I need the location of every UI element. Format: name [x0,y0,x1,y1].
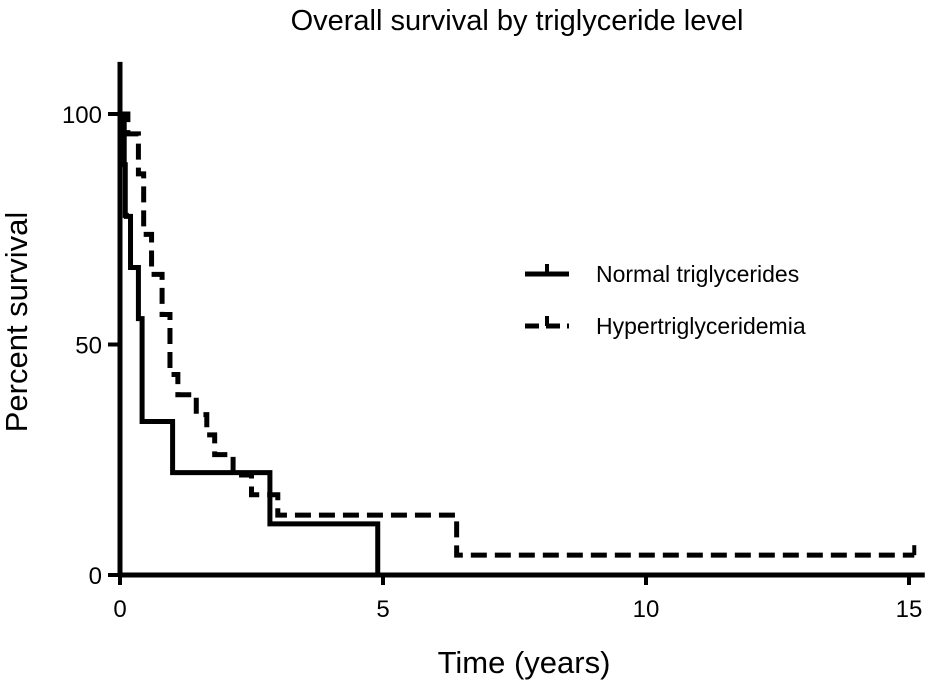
x-tick-label: 0 [113,596,126,623]
y-tick-label: 50 [75,333,102,360]
legend-label-normal: Normal triglycerides [596,261,799,287]
y-axis-title: Percent survival [0,212,34,433]
x-tick-label: 10 [633,596,660,623]
survival-curves [120,111,917,575]
legend-item-hyper: Hypertriglyceridemia [525,313,806,339]
legend-item-normal: Normal triglycerides [525,261,799,287]
axes: 0 5 10 15 0 50 100 [62,61,925,623]
legend: Normal triglycerides Hypertriglyceridemi… [525,261,806,339]
x-tick-label: 15 [896,596,923,623]
chart-title: Overall survival by triglyceride level [291,5,744,37]
curve-hypertriglyceridemia [120,111,915,558]
x-tick-label: 5 [376,596,389,623]
legend-label-hyper: Hypertriglyceridemia [596,313,806,339]
curve-normal-triglycerides [120,111,381,575]
y-tick-label: 100 [62,102,102,129]
y-tick-label: 0 [89,563,102,590]
x-axis-title: Time (years) [438,645,611,680]
